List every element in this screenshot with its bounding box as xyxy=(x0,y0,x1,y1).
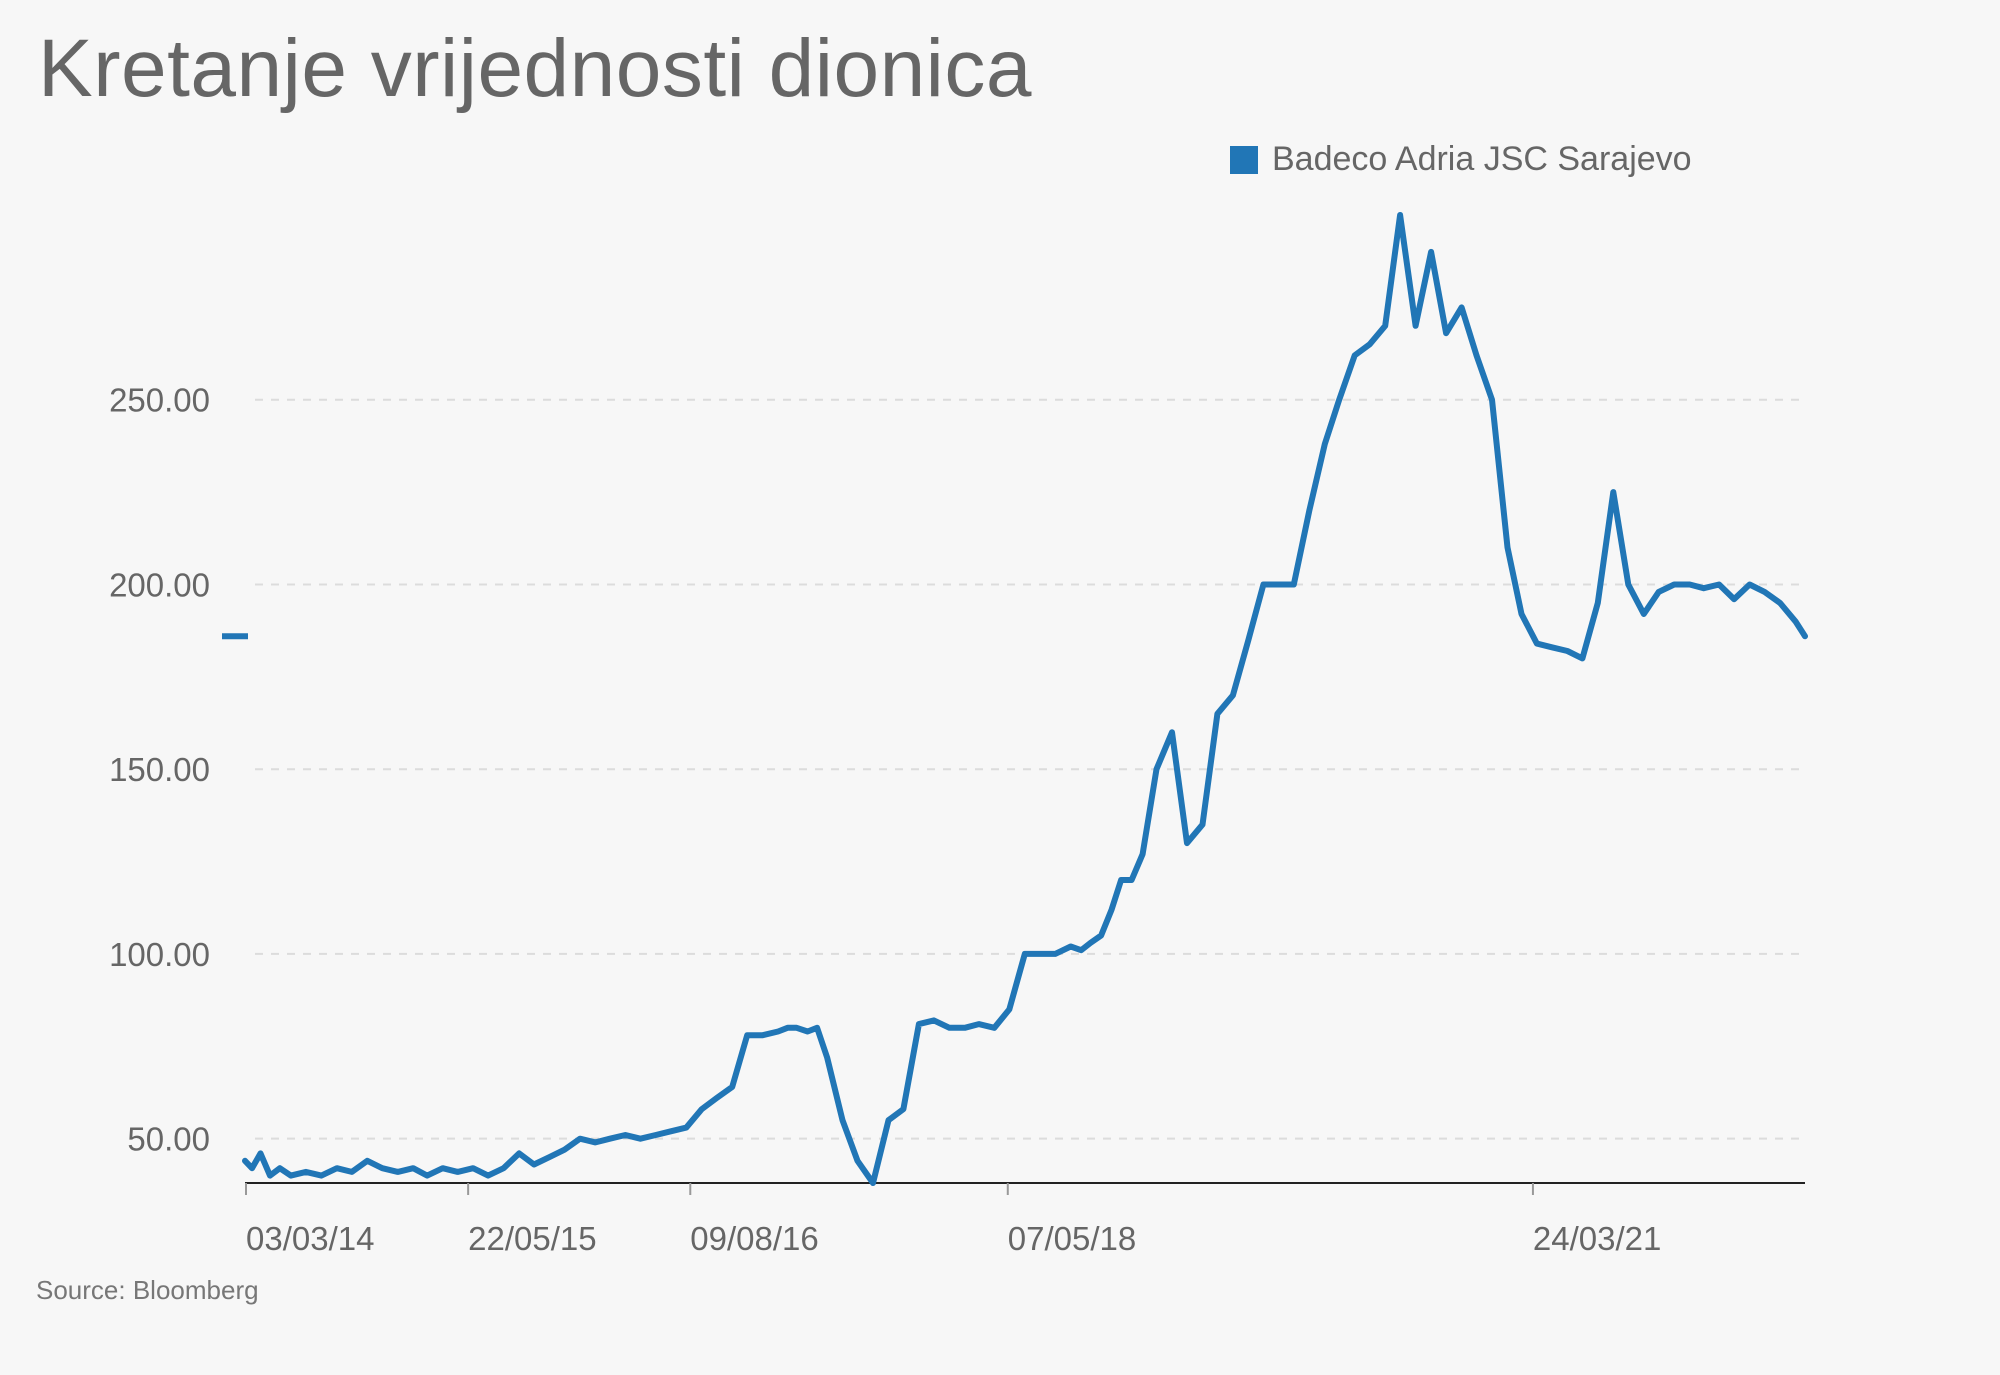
y-tick-label: 250.00 xyxy=(109,382,210,419)
legend: Badeco Adria JSC Sarajevo xyxy=(1230,140,1692,179)
x-tick-label: 09/08/16 xyxy=(690,1220,818,1257)
y-tick-label: 150.00 xyxy=(109,751,210,788)
x-axis-labels: 03/03/14 22/05/15 09/08/16 07/05/18 24/03/21 xyxy=(244,1183,1661,1257)
series-layer xyxy=(222,212,1808,1186)
series-line xyxy=(242,212,1808,1186)
chart-title: Kretanje vrijednosti dionica xyxy=(38,23,1032,114)
x-tick-label: 03/03/14 xyxy=(246,1220,374,1257)
legend-swatch xyxy=(1230,145,1258,174)
source-note: Source: Bloomberg xyxy=(36,1275,259,1305)
y-axis-labels: 50.00 100.00 150.00 200.00 250.00 xyxy=(109,382,210,1158)
gridlines xyxy=(255,398,1805,1140)
x-tick-label: 24/03/21 xyxy=(1533,1220,1661,1257)
y-tick-label: 100.00 xyxy=(109,936,210,973)
x-tick-label: 22/05/15 xyxy=(468,1220,596,1257)
x-tick-label: 07/05/18 xyxy=(1008,1220,1136,1257)
legend-label: Badeco Adria JSC Sarajevo xyxy=(1272,140,1692,178)
y-tick-label: 200.00 xyxy=(109,566,210,603)
y-tick-label: 50.00 xyxy=(127,1121,210,1158)
